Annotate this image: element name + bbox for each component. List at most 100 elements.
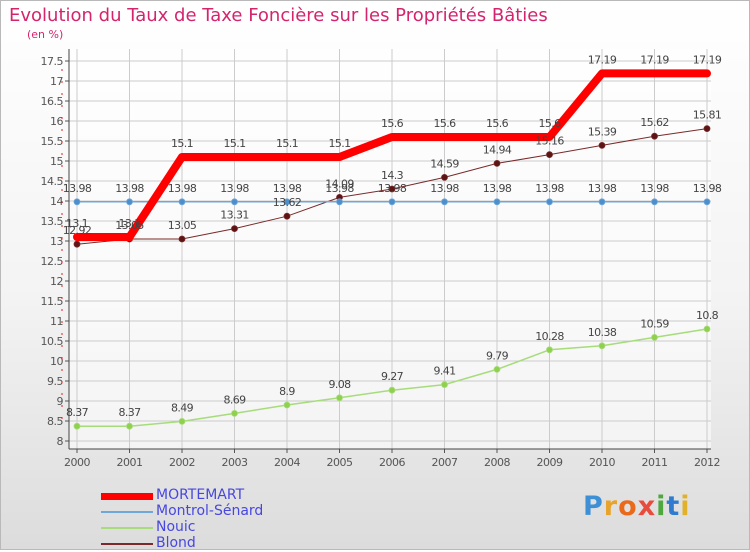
logo-letter: o [618,491,638,522]
x-tick-label: 2000 [64,456,90,469]
x-tick-label: 2003 [222,456,248,469]
y-tick-label: 17.5 [41,55,64,68]
data-point-montrol-s-nard [703,198,711,206]
data-label-nouic: 8.37 [118,406,141,419]
data-label-montrol-s-nard: 13.98 [588,182,617,195]
y-tick-label: 17 [50,75,63,88]
data-point-nouic [231,409,238,417]
legend-swatch-mortemart [101,493,153,500]
logo-letter: t [666,491,681,522]
data-label-montrol-s-nard: 13.98 [693,182,722,195]
data-point-montrol-s-nard [336,198,343,206]
legend-label-montrol-senard: Montrol-Sénard [156,503,264,519]
chart-title: Evolution du Taux de Taxe Foncière sur l… [9,5,548,26]
y-tick-label: 10.5 [41,335,64,348]
data-label-nouic: 10.59 [640,317,669,330]
logo-letter: i [656,491,667,522]
data-point-blond [598,141,606,149]
data-label-blond: 13.05 [115,219,144,232]
data-label-mortemart: 15.1 [171,137,193,150]
data-label-mortemart: 15.1 [223,137,245,150]
axis-layer: 8 8.5 9 9.5 10 10.5 11 11.5 12 12.5 13 13.5 14 14.5 15… [41,49,721,469]
data-label-montrol-s-nard: 13.98 [325,182,354,195]
data-point-blond [651,132,658,140]
data-label-nouic: 9.08 [328,378,351,391]
x-tick-label: 2002 [169,456,195,469]
y-tick-label: 16.5 [41,95,64,108]
data-point-montrol-s-nard [126,198,133,206]
data-point-nouic [703,325,711,333]
data-point-nouic [493,365,501,373]
data-label-blond: 15.39 [588,125,617,138]
series-line-mortemart [73,69,711,241]
data-point-blond [73,240,81,248]
data-label-mortemart: 15.1 [328,137,350,150]
y-tick-label: 9.5 [47,375,63,388]
data-point-blond [703,125,711,132]
data-label-nouic: 8.37 [66,406,89,419]
y-tick-label: 16 [50,115,63,128]
data-label-blond: 12.92 [63,224,92,237]
data-label-montrol-s-nard: 13.98 [378,182,407,195]
data-point-blond [493,159,501,167]
data-label-montrol-s-nard: 13.98 [168,182,197,195]
logo-letter: P [583,491,604,522]
data-point-blond [546,151,553,159]
data-point-nouic [178,417,186,425]
data-label-blond: 15.16 [535,135,564,148]
data-point-nouic [441,381,448,389]
data-label-nouic: 10.38 [588,326,617,339]
y-tick-label: 12 [50,275,63,288]
data-point-montrol-s-nard [231,198,238,206]
data-point-nouic [73,422,81,430]
y-tick-label: 11.5 [41,295,64,308]
data-point-nouic [388,386,396,394]
legend-swatch-nouic [101,527,153,529]
data-label-nouic: 10.28 [535,330,564,343]
x-tick-label: 2012 [694,456,720,469]
data-point-nouic [283,401,291,409]
data-label-blond: 15.81 [693,109,722,122]
data-point-montrol-s-nard [493,198,501,206]
y-tick-label: 11 [50,315,63,328]
data-label-mortemart: 17.19 [640,53,669,66]
logo-letter: i [680,491,691,522]
data-label-nouic: 9.41 [433,365,455,378]
data-point-montrol-s-nard [598,198,606,206]
data-point-nouic [598,342,606,350]
data-label-mortemart: 15.6 [486,117,509,130]
data-label-nouic: 10.8 [696,309,719,322]
data-point-montrol-s-nard [283,198,291,206]
data-point-montrol-s-nard [73,198,81,206]
x-tick-label: 2007 [432,456,458,469]
data-label-mortemart: 13.1 [66,217,88,230]
data-label-montrol-s-nard: 13.98 [483,182,512,195]
data-point-montrol-s-nard [546,198,553,206]
y-tick-label: 13.5 [41,215,64,228]
y-tick-label: 15.5 [41,135,64,148]
x-tick-label: 2009 [537,456,563,469]
data-label-mortemart: 17.19 [588,53,617,66]
data-label-mortemart: 17.19 [693,53,722,66]
logo-letter: r [603,491,619,522]
data-label-blond: 13.62 [273,196,302,209]
data-label-blond: 14.3 [381,169,404,182]
legend-label-blond: Blond [156,535,196,551]
data-label-montrol-s-nard: 13.98 [430,182,459,195]
y-tick-label: 12.5 [41,255,64,268]
legend-swatch-blond [101,543,153,545]
data-label-mortemart: 15.6 [433,117,456,130]
data-label-blond: 13.05 [168,219,197,232]
y-tick-label: 10 [50,355,63,368]
x-tick-label: 2006 [379,456,405,469]
x-tick-label: 2001 [117,456,143,469]
proxiti-logo: Proxiti [583,491,691,522]
y-tick-label: 14.5 [41,175,64,188]
x-tick-label: 2004 [274,456,300,469]
data-point-nouic [651,333,658,341]
data-label-blond: 13.31 [220,209,249,222]
data-point-montrol-s-nard [178,198,186,206]
x-tick-label: 2011 [642,456,668,469]
